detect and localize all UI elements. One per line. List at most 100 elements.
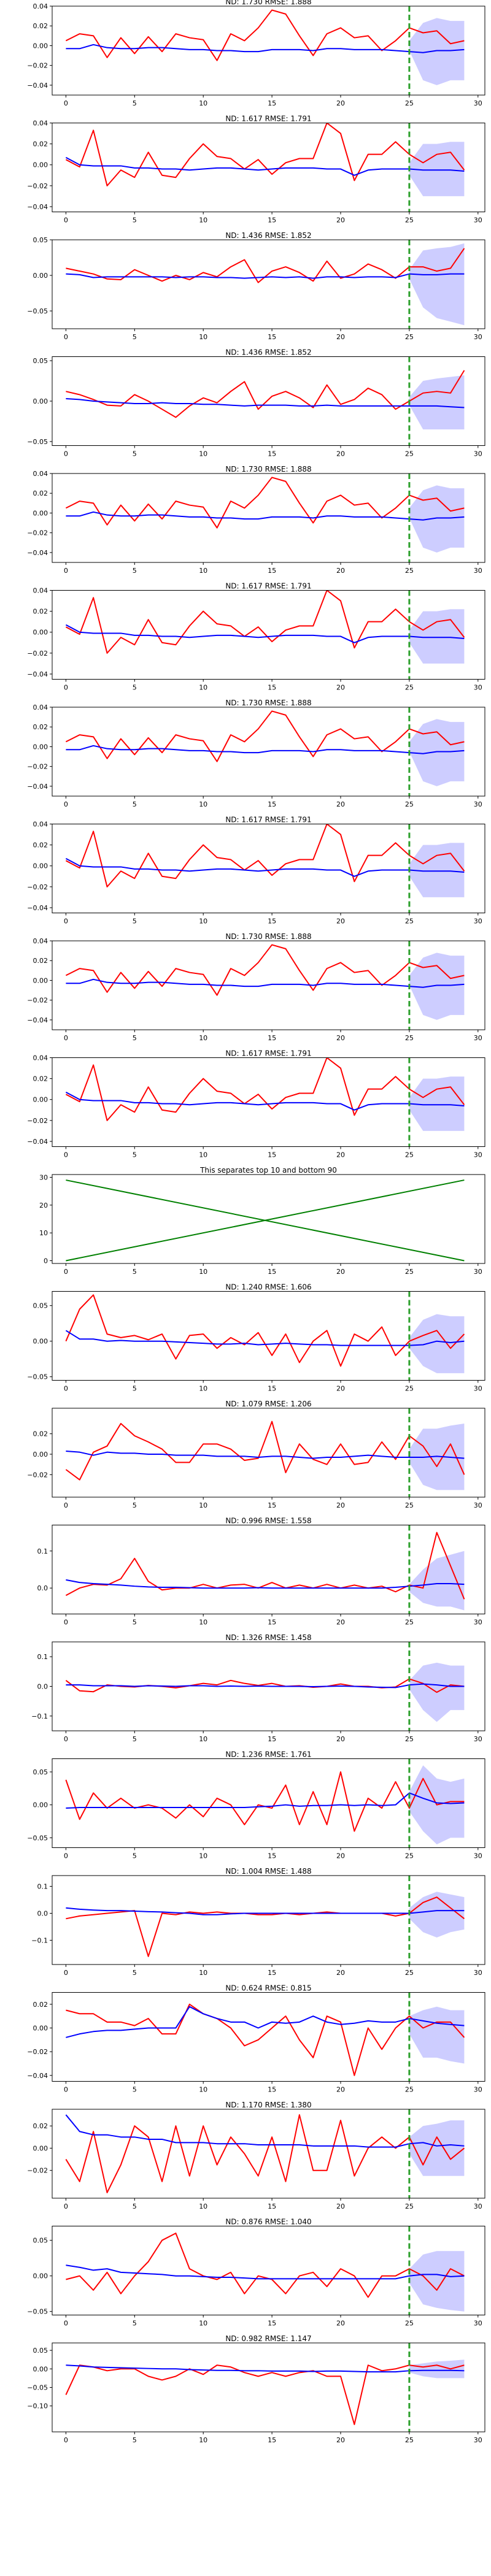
- plot-area: [65, 941, 465, 1030]
- x-tick-label: 10: [199, 1385, 207, 1393]
- prediction-series-line: [66, 1907, 465, 1915]
- actual-series-line: [65, 2114, 465, 2193]
- prediction-interval-band: [409, 2359, 465, 2379]
- actual-series-line: [66, 1896, 465, 1957]
- x-tick-label: 10: [199, 333, 207, 341]
- y-tick-label: −0.05: [27, 1834, 48, 1842]
- y-tick-label: 0.00: [33, 1801, 48, 1809]
- panel-title: ND: 0.624 RMSE: 0.815: [225, 1984, 311, 1993]
- x-tick-label: 25: [405, 2086, 414, 2094]
- prediction-series-line: [65, 1091, 465, 1111]
- y-tick-label: −0.10: [27, 2402, 48, 2410]
- axes-frame: [52, 1525, 485, 1614]
- prediction-interval-band: [409, 843, 465, 897]
- x-tick-label: 25: [405, 2436, 414, 2444]
- x-tick-label: 30: [474, 2436, 482, 2444]
- y-tick-label: 0.00: [33, 2025, 48, 2033]
- y-tick-label: 0.1: [37, 1653, 48, 1661]
- y-tick-label: −0.05: [27, 438, 48, 446]
- x-tick-label: 5: [133, 2436, 137, 2444]
- x-tick-label: 20: [336, 450, 345, 458]
- prediction-series-line: [65, 1330, 465, 1346]
- panel-title: ND: 0.996 RMSE: 1.558: [225, 1517, 311, 1525]
- y-tick-label: 0.02: [33, 608, 48, 616]
- x-tick-label: 0: [64, 1619, 68, 1627]
- plot-area: [65, 1408, 465, 1497]
- prediction-series-line: [66, 745, 465, 754]
- y-tick-label: −0.02: [27, 1117, 48, 1125]
- panel-title: ND: 0.876 RMSE: 1.040: [225, 2218, 311, 2226]
- x-tick-label: 30: [474, 567, 482, 575]
- y-tick-label: 0.04: [33, 703, 48, 711]
- x-tick-label: 5: [133, 1034, 137, 1042]
- plot-area: [66, 1179, 465, 1262]
- x-tick-label: 15: [268, 918, 276, 926]
- axes-frame: [52, 1992, 485, 2082]
- y-tick-label: 0.0: [37, 1910, 48, 1918]
- y-tick-label: 0.00: [33, 1096, 48, 1104]
- x-tick-label: 10: [199, 1268, 207, 1276]
- plot-area: [66, 1876, 465, 1965]
- x-tick-label: 30: [474, 1619, 482, 1627]
- y-tick-label: 0.1: [37, 1883, 48, 1891]
- prediction-interval-band: [409, 2120, 465, 2176]
- x-tick-label: 10: [199, 1034, 207, 1042]
- panel-title: This separates top 10 and bottom 90: [199, 1166, 337, 1175]
- x-tick-label: 20: [336, 567, 345, 575]
- y-tick-label: 0.04: [33, 120, 48, 128]
- x-tick-label: 25: [405, 1735, 414, 1743]
- x-tick-label: 25: [405, 1852, 414, 1860]
- x-tick-label: 0: [64, 1034, 68, 1042]
- x-tick-label: 15: [268, 1619, 276, 1627]
- prediction-interval-band: [409, 2251, 465, 2312]
- y-tick-label: 0.00: [33, 862, 48, 870]
- x-tick-label: 0: [64, 1501, 68, 1509]
- plot-area: [65, 473, 465, 562]
- panel-title: ND: 1.730 RMSE: 1.888: [225, 699, 311, 707]
- x-tick-label: 0: [64, 2086, 68, 2094]
- y-tick-label: −0.04: [27, 2072, 48, 2080]
- x-tick-label: 20: [336, 1619, 345, 1627]
- x-tick-label: 5: [133, 2202, 137, 2210]
- plot-area: [65, 824, 465, 913]
- axes-frame: [52, 473, 485, 563]
- x-tick-label: 20: [336, 1969, 345, 1977]
- panel-title: ND: 1.617 RMSE: 1.791: [225, 816, 311, 824]
- y-tick-label: 0.1: [37, 1547, 48, 1555]
- y-tick-label: 0.02: [33, 22, 48, 30]
- x-tick-label: 25: [405, 684, 414, 692]
- axes-frame: [52, 1057, 485, 1147]
- prediction-series-line: [65, 624, 465, 643]
- axes-frame: [52, 1875, 485, 1965]
- x-tick-label: 15: [268, 1735, 276, 1743]
- x-tick-label: 10: [199, 1151, 207, 1159]
- prediction-interval-band: [409, 1892, 465, 1938]
- x-tick-label: 20: [336, 2436, 345, 2444]
- plot-area: [65, 1291, 465, 1381]
- y-tick-label: −0.04: [27, 1138, 48, 1146]
- x-tick-label: 5: [133, 1969, 137, 1977]
- x-tick-label: 0: [64, 99, 68, 107]
- x-tick-label: 0: [64, 2436, 68, 2444]
- prediction-series-line: [66, 273, 465, 279]
- y-tick-label: −0.04: [27, 670, 48, 678]
- y-tick-label: 0.05: [33, 2347, 48, 2355]
- y-tick-label: 0.04: [33, 2, 48, 10]
- x-tick-label: 20: [336, 99, 345, 107]
- x-tick-label: 0: [64, 450, 68, 458]
- prediction-series-line: [66, 1451, 465, 1459]
- x-tick-label: 15: [268, 1501, 276, 1509]
- panel-title: ND: 1.170 RMSE: 1.380: [225, 2101, 311, 2109]
- y-tick-label: 0.0: [37, 1683, 48, 1691]
- y-tick-label: 0.00: [33, 629, 48, 637]
- y-tick-label: 0.00: [33, 976, 48, 984]
- x-tick-label: 25: [405, 217, 414, 224]
- panel-title: ND: 1.240 RMSE: 1.606: [225, 1283, 311, 1292]
- x-tick-label: 20: [336, 2320, 345, 2328]
- x-tick-label: 30: [474, 918, 482, 926]
- axes-frame: [52, 1174, 485, 1264]
- axes-frame: [52, 2109, 485, 2199]
- prediction-series-line: [65, 156, 465, 176]
- x-tick-label: 0: [64, 1385, 68, 1393]
- x-tick-label: 20: [336, 1151, 345, 1159]
